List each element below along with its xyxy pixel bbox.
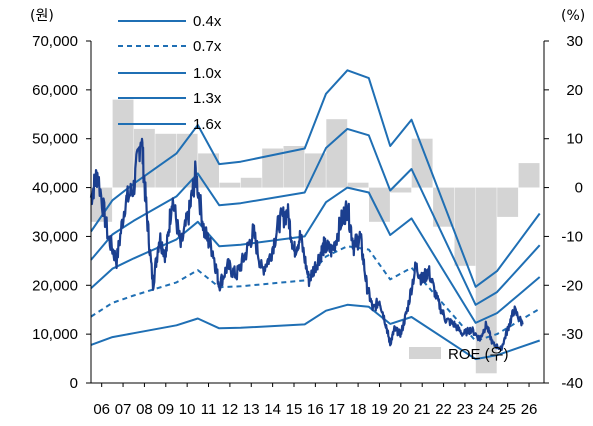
band-line-1.3x [90,127,541,306]
legend-label-0.7x: 0.7x [193,38,222,55]
right-tick-label: 0 [575,180,583,197]
roe-bar [198,153,219,188]
roe-bar [283,146,305,188]
left-tick-label: 40,000 [32,180,78,197]
right-tick-marks: -40 -30 -20 -10 0 10 20 30 [544,33,583,392]
roe-bar [326,119,348,188]
left-tick-label: 30,000 [32,228,78,245]
x-tick-label: 14 [264,401,281,418]
left-tick-label: 10,000 [32,326,78,343]
x-tick-label: 16 [307,401,324,418]
x-tick-label: 17 [328,401,345,418]
x-tick-label: 07 [115,401,132,418]
roe-bar [262,148,284,188]
x-tick-label: 09 [157,401,174,418]
right-tick-label: -40 [561,375,583,392]
x-tick-label: 24 [478,401,495,418]
x-tick-label: 22 [435,401,452,418]
roe-bar [219,182,241,188]
legend-label-1.0x: 1.0x [193,65,222,82]
roe-bar [411,138,433,188]
axes: 0 10,000 20,000 30,000 40,000 50,000 60,000 70,… [32,33,583,418]
x-tick-label: 23 [457,401,474,418]
right-tick-label: 10 [566,131,583,148]
right-tick-label: -20 [561,277,583,294]
x-tick-label: 06 [93,401,110,418]
x-tick-label: 21 [414,401,431,418]
band-line-1.6x [90,69,541,288]
x-tick-marks: 06 07 08 09 10 11 12 13 14 15 16 17 18 19 20 21 22 23 24 25… [93,383,537,418]
left-tick-marks: 0 10,000 20,000 30,000 40,000 50,000 60,000 70,… [32,33,91,392]
right-axis-unit: (%) [561,8,585,24]
roe-bar [112,99,134,188]
x-tick-label: 18 [350,401,367,418]
band-line-0.7x [90,245,541,342]
roe-bar [390,187,412,193]
x-tick-label: 10 [179,401,196,418]
x-tick-label: 25 [499,401,516,418]
roe-bar [240,177,262,188]
roe-bar [347,182,369,188]
right-tick-label: 30 [566,33,583,50]
legend-label-1.3x: 1.3x [193,90,222,107]
roe-bar [518,163,540,188]
right-tick-label: 20 [566,82,583,99]
band-line-0.4x [90,303,541,361]
left-tick-label: 0 [70,375,78,392]
roe-bar [369,187,390,222]
left-tick-label: 70,000 [32,33,78,50]
x-tick-label: 12 [222,401,239,418]
legend-swatch-roe [409,347,441,359]
x-tick-label: 20 [392,401,409,418]
right-tick-label: -10 [561,228,583,245]
x-tick-label: 08 [136,401,153,418]
legend-label-0.4x: 0.4x [193,13,222,30]
x-tick-label: 13 [243,401,260,418]
legend: 0.4x 0.7x 1.0x 1.3x 1.6x ROE (우) [118,13,508,363]
x-tick-label: 15 [286,401,303,418]
roe-bar [475,187,497,374]
x-tick-label: 19 [371,401,388,418]
x-tick-label: 26 [521,401,538,418]
left-tick-label: 20,000 [32,277,78,294]
left-tick-label: 50,000 [32,131,78,148]
legend-label-roe: ROE (우) [448,346,508,363]
price-line [89,137,524,351]
right-tick-label: -30 [561,326,583,343]
left-axis-unit: (원) [30,8,54,24]
x-tick-label: 11 [201,401,217,418]
legend-label-1.6x: 1.6x [193,116,222,133]
roe-bar [497,187,519,217]
price-line-group [89,137,524,351]
left-tick-label: 60,000 [32,82,78,99]
roe-bar [454,187,476,266]
